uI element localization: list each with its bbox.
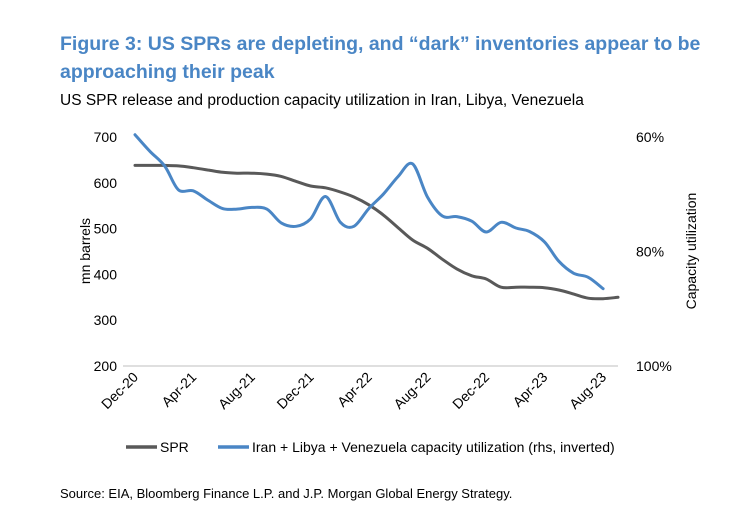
y2-tick-label: 60% — [636, 129, 664, 145]
left-axis-ticks: 200 300 400 500 600 700 — [94, 129, 118, 374]
legend: SPR Iran + Libya + Venezuela capacity ut… — [126, 439, 615, 455]
x-tick-label: Dec-22 — [449, 369, 492, 412]
y-tick-label: 400 — [94, 266, 118, 282]
x-tick-label: Apr-22 — [334, 369, 375, 410]
y2-tick-label: 80% — [636, 244, 664, 260]
x-tick-label: Apr-23 — [509, 369, 550, 410]
y2-tick-label: 100% — [636, 358, 672, 374]
left-axis-label: mn barrels — [77, 218, 93, 284]
x-tick-label: Apr-21 — [158, 369, 199, 410]
legend-label-spr: SPR — [160, 439, 189, 455]
x-tick-label: Aug-21 — [215, 369, 258, 412]
capacity-series-line — [133, 133, 605, 291]
right-axis-label: Capacity utilization — [683, 193, 699, 310]
x-tick-label: Aug-23 — [566, 369, 609, 412]
legend-label-capacity: Iran + Libya + Venezuela capacity utiliz… — [252, 439, 615, 455]
spr-series-line — [133, 163, 620, 301]
y-tick-label: 700 — [94, 129, 118, 145]
right-axis-ticks: 60% 80% 100% — [636, 129, 672, 374]
x-tick-label: Dec-21 — [273, 369, 316, 412]
x-tick-label: Aug-22 — [390, 369, 433, 412]
y-tick-label: 200 — [94, 358, 118, 374]
figure-subtitle: US SPR release and production capacity u… — [60, 92, 584, 109]
x-tick-label: Dec-20 — [98, 369, 141, 412]
y-tick-label: 600 — [94, 175, 118, 191]
x-axis-ticks: Dec-20 Apr-21 Aug-21 Dec-21 Apr-22 Aug-22 Dec-… — [98, 369, 609, 412]
y-tick-label: 500 — [94, 221, 118, 237]
series-layer — [133, 133, 620, 301]
source-note: Source: EIA, Bloomberg Finance L.P. and … — [60, 486, 513, 501]
figure-title: Figure 3: US SPRs are depleting, and “da… — [60, 33, 701, 83]
y-tick-label: 300 — [94, 312, 118, 328]
